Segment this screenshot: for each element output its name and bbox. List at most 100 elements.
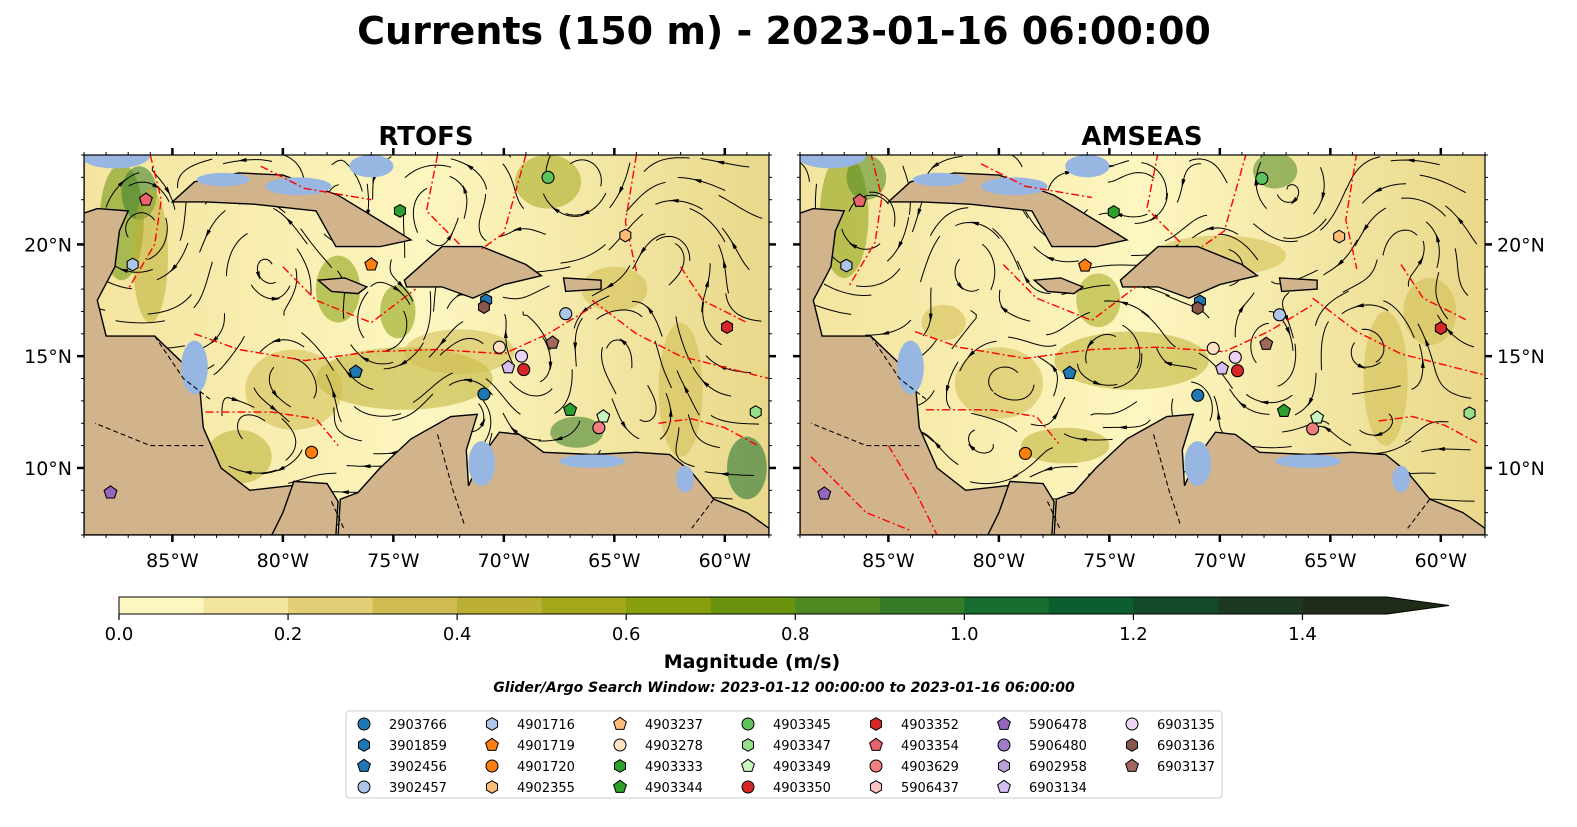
stream-arrow <box>1238 401 1247 409</box>
streamline <box>1008 336 1057 347</box>
legend-label: 5906478 <box>1029 718 1087 733</box>
stream-arrow <box>1321 192 1326 202</box>
stream-arrow <box>731 240 738 250</box>
stream-arrow <box>271 390 279 399</box>
legend-marker <box>741 758 755 772</box>
legend-entry: 4901716 <box>486 717 575 733</box>
streamline <box>392 393 434 421</box>
streamline <box>542 193 584 217</box>
platform-marker <box>541 170 555 184</box>
streamline <box>675 427 695 468</box>
platform-marker <box>1306 422 1320 436</box>
eez-line <box>127 155 163 290</box>
platform-marker <box>1228 350 1242 364</box>
streamline <box>422 291 432 341</box>
stream-arrow <box>482 140 491 145</box>
streamline <box>1411 343 1424 390</box>
streamline <box>228 465 277 474</box>
streamline <box>1141 311 1176 348</box>
current-speed-patch <box>132 188 168 323</box>
platform-marker <box>103 485 118 499</box>
legend-marker <box>1125 758 1139 772</box>
legend-entry: 3901859 <box>358 738 447 754</box>
streamline <box>236 414 266 440</box>
panel-title-rtofs: RTOFS <box>378 122 473 152</box>
stream-arrow <box>783 267 791 273</box>
platform-marker <box>393 203 406 218</box>
streamline <box>498 228 547 237</box>
streamline <box>1010 155 1023 168</box>
stream-arrow <box>1150 214 1159 222</box>
no-data-water <box>559 454 626 468</box>
stream-arrow <box>242 470 252 475</box>
lat-tick-label: 15°N <box>1497 346 1545 368</box>
stream-arrow <box>1373 431 1383 437</box>
streamline <box>971 412 1018 432</box>
legend-label: 4903629 <box>901 760 959 775</box>
stream-arrow <box>392 285 402 293</box>
streamline <box>1046 311 1091 336</box>
stream-arrow <box>619 338 627 346</box>
platform-marker <box>1272 308 1287 322</box>
platform-marker <box>1463 406 1476 421</box>
streamline <box>300 228 333 269</box>
legend-entry: 4903345 <box>741 717 831 733</box>
streamline <box>1382 229 1418 256</box>
streamline <box>1314 290 1349 326</box>
current-speed-patch <box>404 329 515 375</box>
colorbar-cell <box>288 597 374 614</box>
stream-arrow <box>683 384 690 394</box>
streamline <box>1421 448 1471 453</box>
stream-arrow <box>462 184 468 194</box>
streamline <box>196 313 225 351</box>
legend-marker <box>741 780 755 794</box>
streamline <box>1164 214 1208 242</box>
streamline <box>1255 161 1267 210</box>
stream-arrow <box>439 338 447 346</box>
streamline <box>725 293 762 322</box>
platform-marker <box>1255 171 1269 186</box>
land <box>316 277 369 295</box>
streamline <box>1350 342 1381 368</box>
streamline <box>1277 343 1297 387</box>
legend-label: 4903354 <box>901 739 959 754</box>
lon-tick-label: 75°W <box>367 550 420 572</box>
platform-marker <box>1276 403 1291 417</box>
no-data-water <box>1065 155 1110 178</box>
current-speed-patch <box>954 347 1044 419</box>
legend-marker <box>869 737 883 751</box>
streamline <box>221 396 255 417</box>
stream-arrow <box>465 163 474 171</box>
country-border <box>94 422 204 447</box>
legend-entry: 2903766 <box>357 717 447 733</box>
stream-arrow <box>1051 363 1058 373</box>
legend-entry: 3902456 <box>357 758 447 775</box>
current-speed-patch <box>1076 273 1121 328</box>
legend-entry: 4903350 <box>741 780 831 796</box>
legend-label: 4903237 <box>645 718 703 733</box>
streamline <box>439 337 484 356</box>
legend-label: 4903344 <box>645 781 703 796</box>
streamline <box>565 192 607 216</box>
stream-arrow <box>1093 380 1102 386</box>
legend-label: 6903134 <box>1029 781 1087 796</box>
no-data-water <box>265 177 332 196</box>
streamline <box>865 319 912 336</box>
platform-marker <box>559 307 573 321</box>
streamline <box>1435 272 1449 320</box>
eez-line <box>282 266 416 324</box>
streamline <box>1037 355 1059 397</box>
platform-marker <box>348 364 363 378</box>
no-data-water <box>1184 441 1211 486</box>
streamline <box>611 398 640 440</box>
legend-entry: 4901720 <box>485 759 575 775</box>
streamline <box>1283 218 1327 239</box>
streamline <box>1141 162 1168 200</box>
platform-marker <box>852 193 867 207</box>
colorbar-cell <box>964 597 1050 614</box>
platform-marker <box>477 300 490 314</box>
legend-label: 6903137 <box>1157 760 1215 775</box>
platform-marker <box>364 257 379 271</box>
stream-arrow <box>1043 466 1053 471</box>
stream-arrow <box>510 427 518 434</box>
